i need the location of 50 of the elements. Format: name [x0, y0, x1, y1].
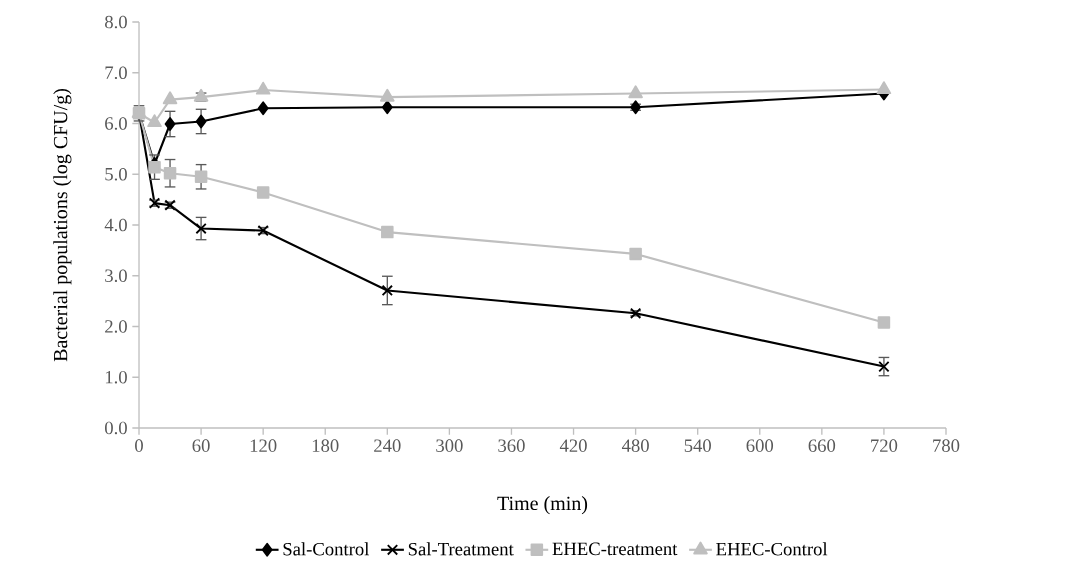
point	[163, 166, 177, 180]
x-tick-label: 240	[374, 439, 401, 452]
x-tick-label: 660	[808, 439, 836, 452]
x-tick-label: 60	[192, 439, 210, 452]
y-tick-label: 8.0	[105, 15, 127, 29]
x-tick-label: 0	[135, 439, 143, 452]
point	[629, 247, 642, 261]
y-tick-label: 0.0	[105, 421, 127, 435]
x-tick-label: 180	[312, 439, 339, 452]
x-tick-label: 120	[250, 439, 277, 452]
point	[877, 316, 891, 329]
y-tick-label: 1.0	[105, 370, 127, 384]
point	[193, 88, 209, 102]
legend-label: EHEC-treatment	[552, 542, 678, 556]
y-tick-label: 5.0	[105, 167, 127, 181]
x-tick-label: 540	[684, 439, 711, 452]
y-tick-label: 6.0	[105, 117, 127, 130]
x-tick-label: 300	[436, 439, 463, 452]
y-tick-label: 2.0	[105, 320, 127, 333]
x-tick-label: 600	[746, 439, 774, 452]
legend-label: EHEC-Control	[716, 542, 828, 556]
y-tick-label: 3.0	[105, 269, 127, 283]
point	[256, 186, 270, 199]
point	[380, 88, 395, 102]
point	[878, 360, 890, 373]
point	[164, 117, 176, 131]
point	[195, 222, 207, 235]
y-axis-title: Bacterial populations (log CFU/g)	[53, 88, 72, 362]
point	[162, 91, 178, 105]
point	[628, 85, 643, 99]
x-tick-label: 420	[559, 439, 587, 452]
y-tick-label: 4.0	[104, 218, 127, 232]
point	[381, 100, 393, 115]
x-tick-label: 780	[933, 439, 960, 452]
point	[257, 101, 269, 116]
y-tick-label: 7.0	[105, 66, 127, 80]
x-tick-label: 480	[621, 439, 649, 452]
point	[195, 114, 207, 129]
point	[876, 81, 892, 95]
legend-label: Sal-Control	[283, 542, 370, 556]
x-tick-label: 360	[498, 439, 525, 452]
point	[630, 100, 642, 115]
point	[194, 170, 208, 184]
x-axis-title: Time (min)	[497, 496, 588, 515]
x-tick-label: 720	[871, 439, 898, 452]
point	[381, 284, 393, 297]
point	[147, 114, 162, 128]
legend-label: Sal-Treatment	[408, 542, 514, 556]
point	[255, 81, 271, 95]
point	[381, 225, 394, 239]
